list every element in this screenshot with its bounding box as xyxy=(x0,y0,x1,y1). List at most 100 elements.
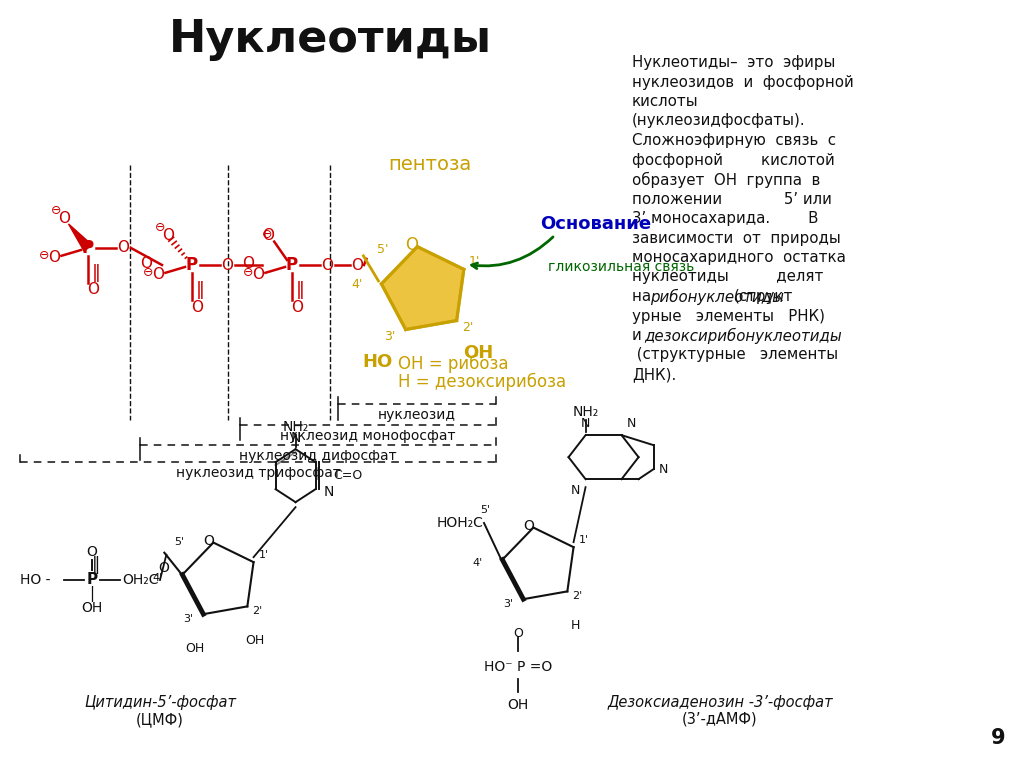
Text: 4': 4' xyxy=(472,558,482,568)
Text: нуклеозид: нуклеозид xyxy=(378,408,456,422)
Text: O: O xyxy=(404,236,418,253)
Text: N: N xyxy=(324,485,334,499)
Text: 2': 2' xyxy=(572,591,583,601)
Text: 5': 5' xyxy=(480,505,490,515)
Text: O: O xyxy=(252,267,264,283)
Text: O: O xyxy=(221,257,233,273)
Text: ⊖: ⊖ xyxy=(51,204,61,217)
Text: O: O xyxy=(48,250,60,265)
Text: 9: 9 xyxy=(990,728,1005,748)
Text: нуклеозид монофосфат: нуклеозид монофосфат xyxy=(281,429,456,443)
Text: O: O xyxy=(87,283,99,297)
Polygon shape xyxy=(69,224,92,251)
Text: фосфорной        кислотой: фосфорной кислотой xyxy=(632,153,835,167)
Text: ‖: ‖ xyxy=(296,281,304,300)
Text: O: O xyxy=(321,257,333,273)
Text: (структ: (структ xyxy=(734,289,794,304)
Text: H: H xyxy=(570,620,580,632)
Text: |: | xyxy=(89,586,94,602)
Text: H = дезоксирибоза: H = дезоксирибоза xyxy=(398,373,566,391)
Text: 4': 4' xyxy=(153,573,163,583)
Text: O: O xyxy=(262,228,274,243)
Text: положении             5’ или: положении 5’ или xyxy=(632,191,831,207)
Text: зависимости  от  природы: зависимости от природы xyxy=(632,230,841,246)
Text: ⊖: ⊖ xyxy=(39,250,49,263)
Text: HO⁻ P =O: HO⁻ P =O xyxy=(484,660,553,674)
Text: OH = рибоза: OH = рибоза xyxy=(398,355,509,373)
Text: 4': 4' xyxy=(351,278,362,291)
Text: OH₂C: OH₂C xyxy=(122,573,159,587)
Polygon shape xyxy=(381,247,464,329)
Text: P: P xyxy=(82,239,94,257)
Text: (структурные   элементы: (структурные элементы xyxy=(632,347,838,362)
Text: O: O xyxy=(117,240,129,256)
Text: нуклеотиды          делят: нуклеотиды делят xyxy=(632,270,823,284)
Text: 5': 5' xyxy=(174,537,184,547)
Text: Основание: Основание xyxy=(540,215,651,233)
Text: образует  ОН  группа  в: образует ОН группа в xyxy=(632,172,820,188)
Text: P: P xyxy=(86,572,97,588)
Text: 1': 1' xyxy=(258,550,268,560)
Text: ‖: ‖ xyxy=(92,556,100,574)
Text: 3’ моносахарида.        В: 3’ моносахарида. В xyxy=(632,211,818,226)
Text: P: P xyxy=(286,256,298,274)
Text: O: O xyxy=(243,256,255,270)
Text: Дезоксиаденозин -3’-фосфат: Дезоксиаденозин -3’-фосфат xyxy=(607,695,833,710)
Text: O: O xyxy=(191,300,203,315)
Text: ⊖: ⊖ xyxy=(143,266,154,280)
Text: N: N xyxy=(571,484,581,497)
Text: OH: OH xyxy=(185,642,205,655)
Text: HO: HO xyxy=(362,353,393,370)
Text: Нуклеотиды: Нуклеотиды xyxy=(168,18,492,61)
Text: N: N xyxy=(627,417,636,430)
Text: OH: OH xyxy=(464,343,494,362)
Text: NH₂: NH₂ xyxy=(572,406,599,419)
Text: N: N xyxy=(658,462,668,475)
Text: NH₂: NH₂ xyxy=(283,420,308,434)
Text: ⊖: ⊖ xyxy=(262,227,272,240)
Text: урные   элементы   РНК): урные элементы РНК) xyxy=(632,309,825,323)
Text: O: O xyxy=(291,300,303,315)
Text: C=O: C=O xyxy=(334,469,362,482)
Text: Сложноэфирную  связь  с: Сложноэфирную связь с xyxy=(632,133,836,148)
Text: нуклеозид трифосфат: нуклеозид трифосфат xyxy=(175,466,340,480)
Text: ⊖: ⊖ xyxy=(243,266,254,280)
Text: O: O xyxy=(162,228,174,243)
Text: нуклеозидов  и  фосфорной: нуклеозидов и фосфорной xyxy=(632,74,854,90)
Text: (ЦМФ): (ЦМФ) xyxy=(136,712,184,727)
Text: 2': 2' xyxy=(462,320,473,333)
Text: ‖: ‖ xyxy=(91,264,100,282)
Text: пентоза: пентоза xyxy=(388,155,472,174)
Text: кислоты: кислоты xyxy=(632,94,698,109)
Text: O: O xyxy=(159,561,169,575)
Text: ⊖: ⊖ xyxy=(155,221,166,234)
Text: гликозильная связь: гликозильная связь xyxy=(548,260,694,274)
Text: ‖: ‖ xyxy=(196,281,205,300)
Text: (3’-дАМФ): (3’-дАМФ) xyxy=(682,712,758,727)
Text: дезоксирибонуклеотиды: дезоксирибонуклеотиды xyxy=(644,328,842,344)
Text: и: и xyxy=(632,328,646,343)
Text: O: O xyxy=(203,534,214,548)
Text: O: O xyxy=(513,627,523,641)
Text: O: O xyxy=(523,518,534,532)
Text: P: P xyxy=(186,256,198,274)
Text: N: N xyxy=(581,417,590,430)
Text: моносахаридного  остатка: моносахаридного остатка xyxy=(632,250,846,265)
Text: O: O xyxy=(140,256,153,270)
Text: рибонуклеотиды: рибонуклеотиды xyxy=(650,289,784,305)
Text: 5': 5' xyxy=(378,243,389,257)
Text: O: O xyxy=(153,267,165,283)
Text: нуклеозид дифосфат: нуклеозид дифосфат xyxy=(240,449,397,463)
Text: (нуклеозидфосфаты).: (нуклеозидфосфаты). xyxy=(632,114,806,128)
Text: N: N xyxy=(291,431,301,445)
Text: 3': 3' xyxy=(504,599,513,609)
Text: 2': 2' xyxy=(252,607,262,617)
Text: ДНК).: ДНК). xyxy=(632,367,676,382)
Text: 1': 1' xyxy=(579,535,589,545)
Text: HO -: HO - xyxy=(19,573,50,587)
Text: HOH₂C: HOH₂C xyxy=(436,516,483,530)
Text: O: O xyxy=(351,257,362,273)
Text: 3': 3' xyxy=(183,614,194,624)
Text: OH: OH xyxy=(81,601,102,615)
Text: 1': 1' xyxy=(469,255,480,268)
